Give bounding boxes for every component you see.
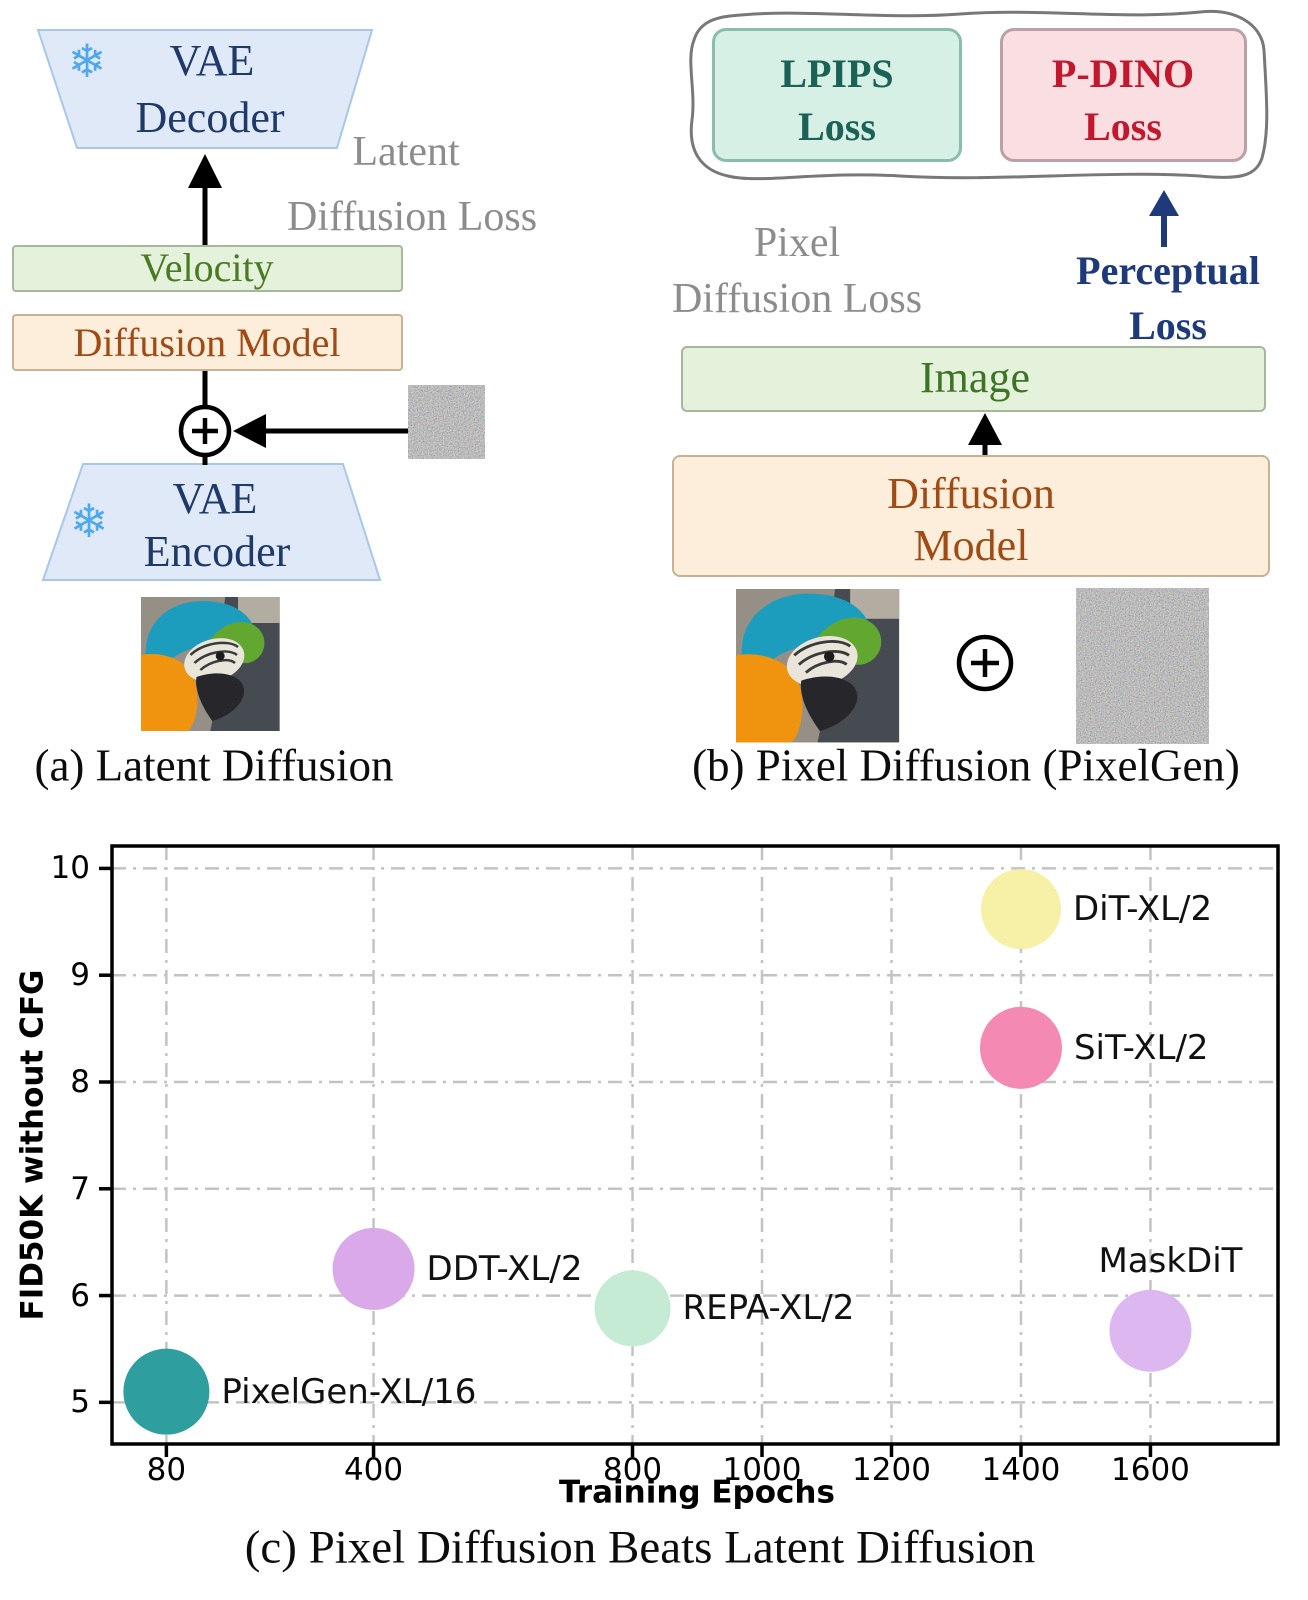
lpips-label-line2: Loss <box>798 104 876 149</box>
y-tick-label: 10 <box>50 850 90 887</box>
diffusion-model-box-a <box>12 314 403 371</box>
arrow-dm-to-image <box>968 413 1002 457</box>
velocity-box <box>12 245 403 292</box>
arrow-perceptual-loss <box>1149 190 1179 247</box>
x-tick-label: 1600 <box>1111 1452 1190 1488</box>
velocity-label: Velocity <box>140 245 274 290</box>
diffusion-model-label-b-line1: Diffusion <box>887 469 1055 518</box>
perceptual-loss-label-line2: Loss <box>1129 303 1207 348</box>
latent-loss-label-line2: Diffusion Loss <box>286 194 538 240</box>
vae-encoder-trapezoid <box>41 463 382 581</box>
arrow-noise-to-plus <box>233 414 408 448</box>
bubble-SiT-XL/2 <box>979 1006 1062 1089</box>
snowflake-icon: ❄ <box>69 496 109 547</box>
image-box-label: Image <box>920 353 1030 402</box>
x-axis-label: Training Epochs <box>559 1474 835 1511</box>
x-tick-label: 1000 <box>722 1452 802 1488</box>
bubble-PixelGen-XL/16 <box>123 1348 210 1435</box>
caption-a: (a) Latent Diffusion <box>34 740 394 791</box>
x-tick-label: 1200 <box>852 1452 931 1488</box>
noise-image <box>1076 588 1209 744</box>
y-tick-label: 9 <box>70 957 90 994</box>
point-label-DiT-XL/2: DiT-XL/2 <box>1072 889 1213 929</box>
diffusion-model-label-a: Diffusion Model <box>73 320 341 365</box>
perceptual-loss-label-line1: Perceptual <box>1076 248 1260 293</box>
point-label-SiT-XL/2: SiT-XL/2 <box>1073 1027 1209 1068</box>
bubble-DDT-XL/2 <box>332 1227 415 1310</box>
lpips-loss-box <box>712 28 962 162</box>
pdino-label-line2: Loss <box>1084 104 1162 149</box>
latent-loss-label-line1: Latent <box>352 129 460 175</box>
point-label-DDT-XL/2: DDT-XL/2 <box>426 1248 583 1289</box>
lpips-label-line1: LPIPS <box>780 51 894 96</box>
vae-decoder-label-line1: VAE <box>169 36 255 85</box>
point-label-REPA-XL/2: REPA-XL/2 <box>682 1288 855 1329</box>
pixel-loss-label-line2: Diffusion Loss <box>671 276 923 322</box>
y-tick-label: 5 <box>70 1384 90 1421</box>
diffusion-model-label-b-line2: Model <box>913 521 1029 570</box>
pdino-label-line1: P-DINO <box>1051 51 1195 96</box>
point-label-PixelGen-XL/16: PixelGen-XL/16 <box>221 1371 477 1412</box>
plot-border <box>110 844 1280 1446</box>
x-tick-label: 400 <box>343 1452 404 1488</box>
caption-b: (b) Pixel Diffusion (PixelGen) <box>692 740 1240 791</box>
y-tick-label: 8 <box>70 1063 90 1100</box>
bubble-MaskDiT <box>1109 1289 1192 1372</box>
plus-icon <box>178 404 232 458</box>
bubble-DiT-XL/2 <box>980 869 1061 950</box>
snowflake-icon: ❄ <box>67 36 107 87</box>
x-tick-label: 80 <box>146 1452 187 1488</box>
noise-image <box>408 385 485 459</box>
x-tick-label: 800 <box>602 1452 663 1488</box>
image-box <box>681 346 1266 412</box>
x-tick-label: 1400 <box>981 1452 1061 1488</box>
vae-decoder-trapezoid <box>36 29 374 149</box>
y-tick-label: 7 <box>70 1170 90 1207</box>
diffusion-model-box-b <box>672 455 1270 577</box>
pdino-loss-box <box>1000 28 1247 162</box>
plus-icon <box>956 634 1014 692</box>
vae-encoder-label-line1: VAE <box>172 474 258 523</box>
vae-encoder-label-line2: Encoder <box>143 527 291 576</box>
y-tick-label: 6 <box>70 1277 90 1314</box>
pixel-loss-label-line1: Pixel <box>753 220 841 266</box>
point-label-MaskDiT: MaskDiT <box>1098 1240 1243 1281</box>
vae-decoder-label-line2: Decoder <box>135 93 285 142</box>
bubble-REPA-XL/2 <box>594 1270 671 1347</box>
arrow-up-to-decoder <box>188 154 222 245</box>
caption-c: (c) Pixel Diffusion Beats Latent Diffusi… <box>244 1521 1036 1574</box>
